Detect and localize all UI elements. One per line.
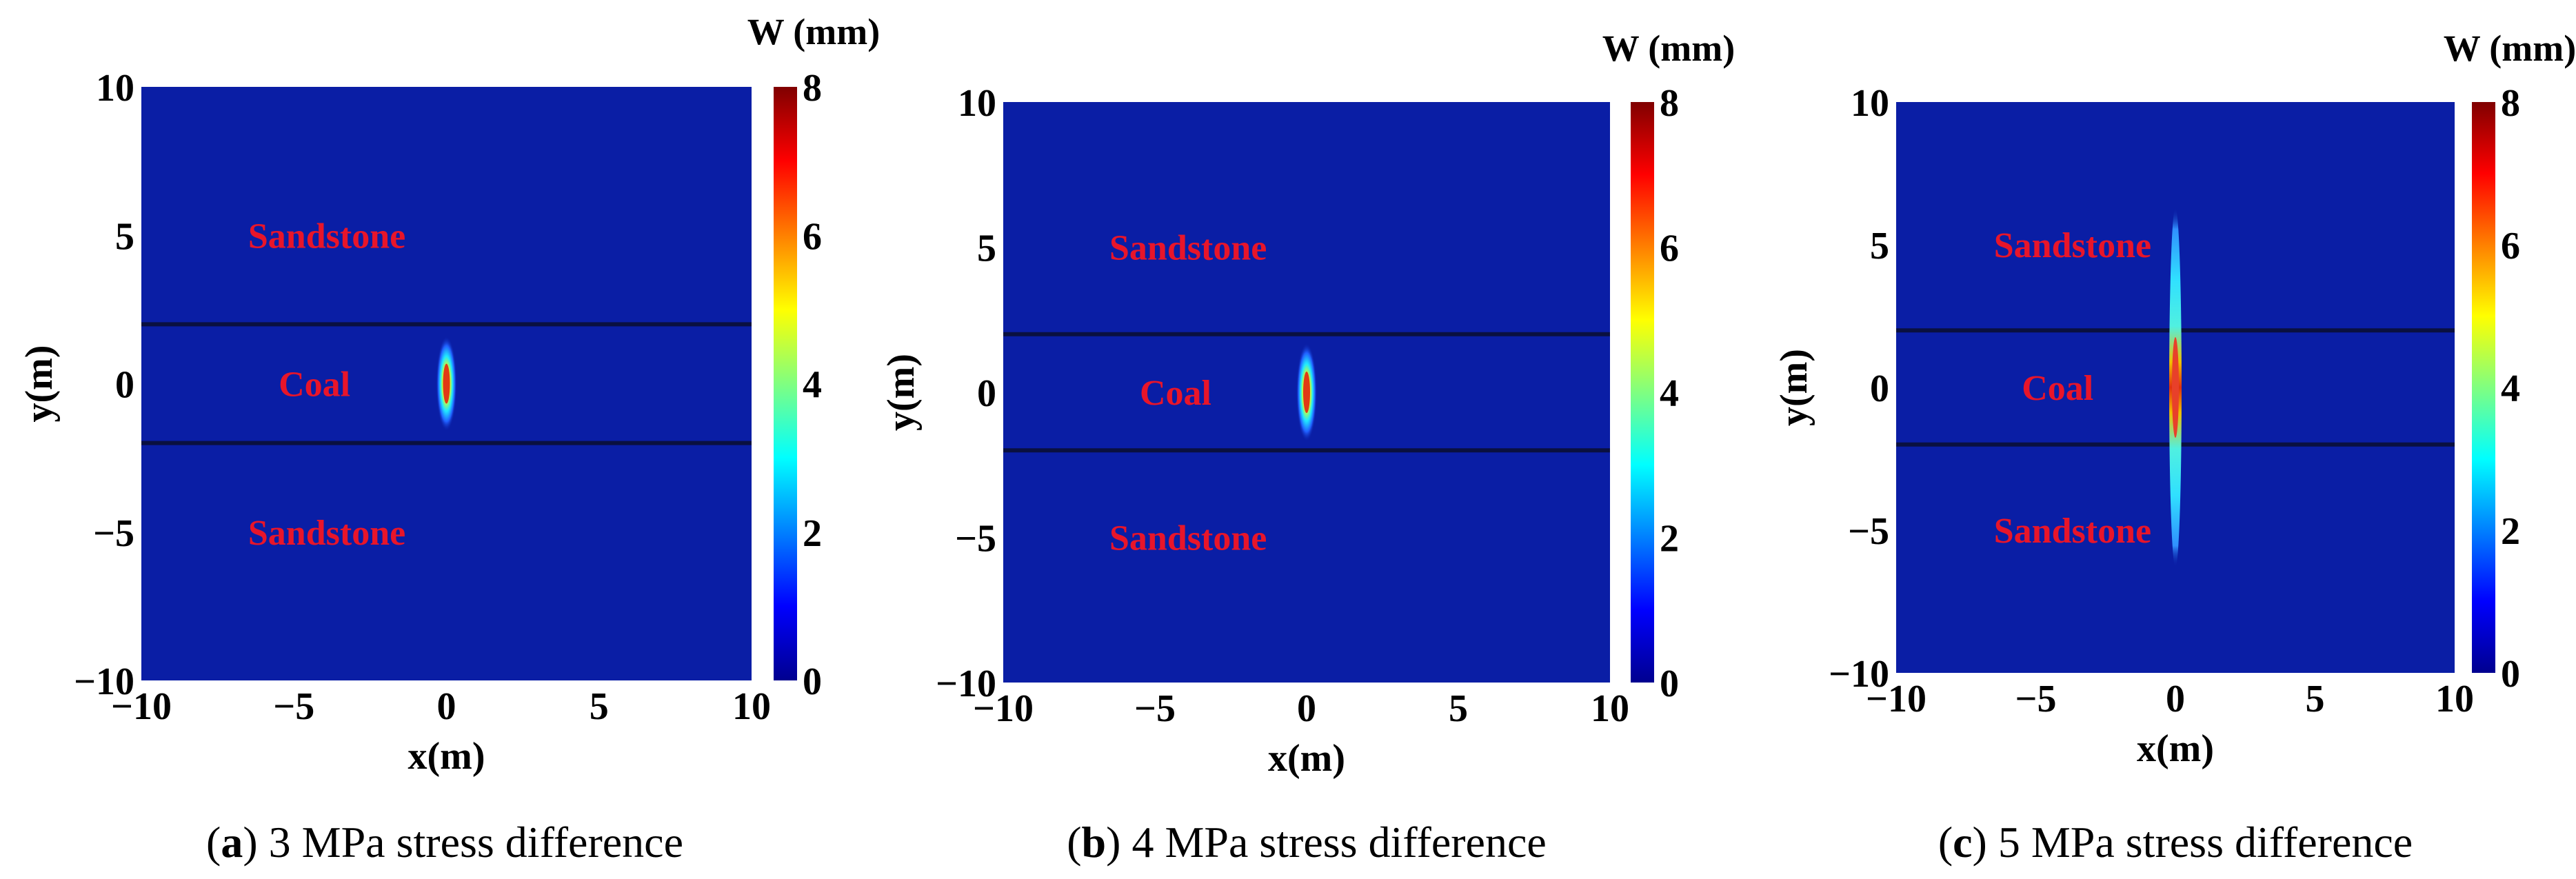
panel-caption: (b) 4 MPa stress difference [1067,818,1547,867]
colorbar-tick-label: 6 [803,215,822,258]
region-label-sandstone: Sandstone [1109,519,1267,558]
x-axis-label: x(m) [1268,737,1345,780]
y-axis-label: y(m) [1773,349,1815,426]
caption-text: 3 MPa stress difference [258,818,683,867]
y-tick-label: 0 [1870,367,1889,410]
x-tick-label: 5 [590,685,609,728]
region-label-sandstone: Sandstone [1994,512,2151,551]
caption-text: 4 MPa stress difference [1120,818,1546,867]
x-tick-label: 10 [2435,678,2474,720]
region-label-sandstone: Sandstone [248,514,405,553]
y-tick-label: 5 [977,228,996,270]
x-tick-label: −10 [973,687,1034,730]
colorbar-tick-label: 4 [803,364,822,407]
colorbar-tick-label: 0 [1660,663,1679,705]
colorbar-tick-label: 4 [2501,367,2520,410]
x-tick-label: −10 [1866,678,1926,720]
colorbar-tick-label: 8 [803,67,822,110]
x-tick-label: −5 [273,685,314,728]
y-tick-label: −10 [74,660,134,703]
y-tick-label: −5 [1848,510,1889,553]
y-tick-label: 10 [1851,82,1889,125]
fracture-core [443,363,450,404]
colorbar-tick-label: 0 [803,660,822,703]
colorbar [2472,102,2495,673]
x-tick-label: 5 [1449,687,1468,730]
region-label-coal: Coal [279,365,350,405]
x-tick-label: 0 [437,685,456,728]
colorbar-tick-label: 8 [2501,82,2520,125]
y-tick-label: 10 [96,67,134,110]
caption-letter: a [221,818,243,867]
y-tick-label: 5 [1870,225,1889,267]
fracture-core [2172,336,2179,438]
x-tick-label: 0 [1297,687,1316,730]
y-tick-label: 10 [958,82,996,125]
panel-a: Sandstone Coal Sandstone −10 −5 0 5 10 10 5 0 −5 −10… [18,11,880,867]
panel-caption: (a) 3 MPa stress difference [206,818,683,867]
y-tick-label: 0 [115,364,134,407]
colorbar-tick-label: 6 [1660,228,1679,270]
colorbar [1631,102,1654,683]
region-label-sandstone: Sandstone [248,216,405,256]
caption-text: 5 MPa stress difference [1987,818,2413,867]
colorbar-tick-label: 0 [2501,653,2520,696]
x-tick-label: 10 [732,685,771,728]
panel-b: Sandstone Coal Sandstone −10 −5 0 5 10 10 5 0 −5 −10… [880,28,1735,867]
colorbar-tick-label: 4 [1660,372,1679,415]
x-tick-label: 10 [1591,687,1629,730]
fracture-core [1303,371,1310,414]
colorbar-tick-label: 2 [803,512,822,555]
colorbar-tick-label: 8 [1660,82,1679,125]
x-axis-label: x(m) [2137,727,2214,770]
colorbar-tick-label: 2 [1660,518,1679,560]
y-tick-label: −5 [93,512,134,555]
x-tick-label: 5 [2306,678,2325,720]
y-tick-label: −10 [936,663,996,705]
y-tick-label: −10 [1829,653,1889,696]
panel-caption: (c) 5 MPa stress difference [1938,818,2413,867]
colorbar-title: W (mm) [747,11,880,52]
caption-letter: b [1082,818,1107,867]
colorbar-title: W (mm) [2444,28,2576,69]
y-tick-label: 0 [977,372,996,415]
x-tick-label: −5 [2015,678,2057,720]
x-axis-label: x(m) [408,735,485,778]
y-axis-label: y(m) [18,345,61,423]
y-tick-label: 5 [115,215,134,258]
y-tick-label: −5 [955,518,996,560]
colorbar-title: W (mm) [1602,28,1735,69]
y-axis-label: y(m) [880,354,923,431]
region-label-sandstone: Sandstone [1109,229,1267,268]
region-label-coal: Coal [1140,374,1211,413]
caption-letter: c [1953,818,1972,867]
x-tick-label: 0 [2166,678,2185,720]
colorbar-tick-label: 2 [2501,510,2520,553]
x-tick-label: −5 [1134,687,1176,730]
x-tick-label: −10 [111,685,172,728]
region-label-sandstone: Sandstone [1994,226,2151,265]
colorbar-tick-label: 6 [2501,225,2520,267]
colorbar [774,87,797,680]
panel-c: Sandstone Coal Sandstone −10 −5 0 5 10 10 5 0 −5 −10… [1773,28,2576,867]
region-label-coal: Coal [2022,369,2093,408]
